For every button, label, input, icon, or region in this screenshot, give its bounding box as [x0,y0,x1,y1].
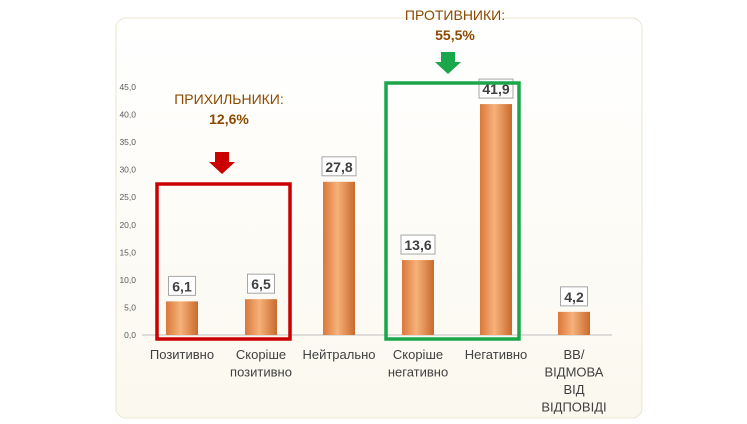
bar [323,181,355,335]
y-tick-label: 40,0 [119,110,136,120]
value-label: 41,9 [482,81,509,97]
group-box [384,81,521,341]
y-tick-label: 35,0 [119,137,136,147]
x-tick-label: Скоріше позитивно [230,347,292,380]
bar [402,260,434,335]
x-tick-label: Негативно [465,347,528,362]
bar [166,301,198,335]
value-label-box [168,275,196,296]
value-label: 13,6 [404,237,431,253]
y-tick-label: 30,0 [119,165,136,175]
y-tick-label: 5,0 [124,302,136,312]
bar [480,104,512,335]
group-annotations: ПРИХИЛЬНИКИ: 12,6% ПРОТИВНИКИ: 55,5% [155,7,521,341]
group-value: 55,5% [435,27,475,43]
y-tick-label: 15,0 [119,247,136,257]
y-tick-label: 0,0 [124,330,136,340]
value-label-box [247,273,275,294]
value-label: 4,2 [564,289,584,305]
value-label-box [400,234,436,255]
x-tick-label: Позитивно [150,347,214,362]
group-arrow-icon [209,152,235,174]
y-axis: 0,0 5,0 10,0 15,0 20,0 25,0 30,0 35,0 40,0 45,0 [119,82,612,340]
value-label-box [321,156,357,177]
group-value: 12,6% [209,111,249,127]
bars: 6,1 6,5 27,8 13,6 41,9 4,2 [166,78,590,335]
group-arrow-icon [435,52,461,74]
group-title: ПРИХИЛЬНИКИ: [174,91,284,107]
bar [245,299,277,335]
y-tick-label: 45,0 [119,82,136,92]
value-label: 27,8 [325,159,352,175]
x-tick-label: ВВ/ВІДМОВА ВІД ВІДПОВІДІ [541,347,606,415]
value-label-box [560,286,588,307]
y-tick-label: 25,0 [119,192,136,202]
bar [558,311,590,335]
value-label: 6,5 [251,276,271,292]
value-label: 6,1 [172,278,192,294]
y-tick-label: 20,0 [119,220,136,230]
group-box [155,182,292,341]
x-tick-label: Скоріше негативно [388,347,448,380]
group-title: ПРОТИВНИКИ: [405,7,505,23]
x-axis-labels: Позитивно Скоріше позитивно Нейтрально Скорі… [150,347,607,415]
y-tick-label: 10,0 [119,275,136,285]
x-tick-label: Нейтрально [302,347,375,362]
